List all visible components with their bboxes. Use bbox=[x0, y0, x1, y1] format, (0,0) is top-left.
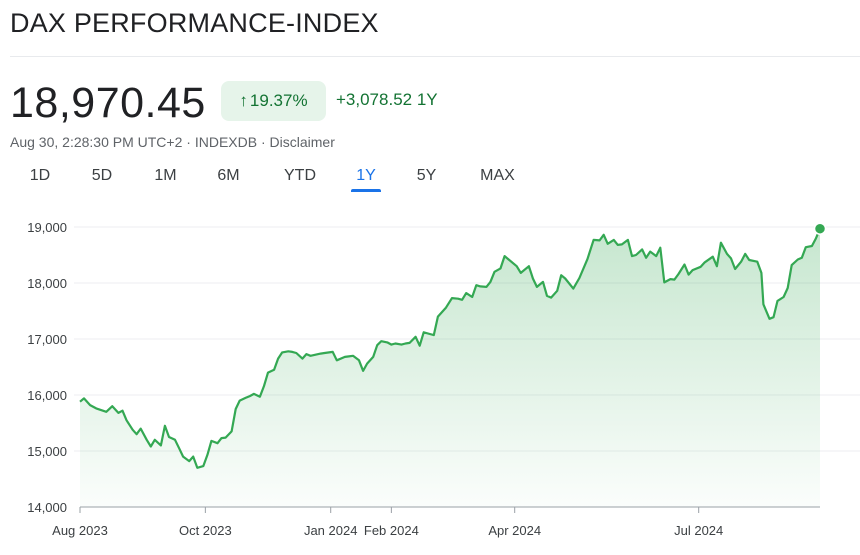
y-tick-label: 18,000 bbox=[27, 276, 67, 291]
price-chart[interactable]: 19,000 18,000 17,000 16,000 15,000 14,000 Aug… bbox=[0, 195, 860, 555]
tab-1y[interactable]: 1Y bbox=[351, 164, 381, 192]
change-period: 1Y bbox=[416, 90, 438, 109]
quote-meta: Aug 30, 2:28:30 PM UTC+2 · INDEXDB · Dis… bbox=[10, 134, 335, 150]
quote-timestamp: Aug 30, 2:28:30 PM UTC+2 bbox=[10, 134, 183, 150]
tab-max[interactable]: MAX bbox=[480, 167, 515, 184]
x-tick-label: Feb 2024 bbox=[364, 523, 419, 538]
tab-1d[interactable]: 1D bbox=[29, 167, 51, 184]
x-tick-label: Apr 2024 bbox=[488, 523, 541, 538]
x-tick-label: Jul 2024 bbox=[674, 523, 723, 538]
current-value-dot bbox=[813, 222, 827, 235]
tab-6m[interactable]: 6M bbox=[217, 167, 240, 184]
change-absolute: +3,078.52 bbox=[336, 90, 413, 109]
tab-1m[interactable]: 1M bbox=[154, 167, 177, 184]
x-tick-label: Oct 2023 bbox=[179, 523, 232, 538]
change-summary: +3,078.52 1Y bbox=[336, 90, 438, 110]
y-tick-label: 17,000 bbox=[27, 332, 67, 347]
price-line bbox=[79, 228, 822, 469]
y-axis: 19,000 18,000 17,000 16,000 15,000 14,000 bbox=[27, 220, 67, 515]
x-axis: Aug 2023 Oct 2023 Jan 2024 Feb 2024 Apr 2024… bbox=[52, 507, 723, 538]
x-tick-label: Aug 2023 bbox=[52, 523, 108, 538]
meta-separator: · bbox=[260, 134, 270, 150]
current-price: 18,970.45 bbox=[10, 79, 206, 127]
tab-ytd[interactable]: YTD bbox=[284, 167, 316, 184]
x-tick-label: Jan 2024 bbox=[304, 523, 358, 538]
change-percent: 19.37% bbox=[249, 91, 308, 110]
arrow-up-icon: ↑ bbox=[239, 91, 248, 110]
page-title: DAX PERFORMANCE-INDEX bbox=[10, 8, 379, 38]
meta-separator: · bbox=[186, 134, 195, 150]
change-percent-badge: ↑ 19.37% bbox=[221, 81, 326, 121]
tab-5d[interactable]: 5D bbox=[91, 167, 113, 184]
tab-5y[interactable]: 5Y bbox=[416, 167, 437, 184]
y-tick-label: 19,000 bbox=[27, 220, 67, 235]
quote-source: INDEXDB bbox=[194, 134, 258, 150]
y-tick-label: 14,000 bbox=[27, 500, 67, 515]
y-tick-label: 15,000 bbox=[27, 444, 67, 459]
price-area bbox=[80, 228, 820, 507]
header-divider bbox=[10, 56, 860, 57]
y-tick-label: 16,000 bbox=[27, 388, 67, 403]
disclaimer-link[interactable]: Disclaimer bbox=[269, 134, 335, 150]
